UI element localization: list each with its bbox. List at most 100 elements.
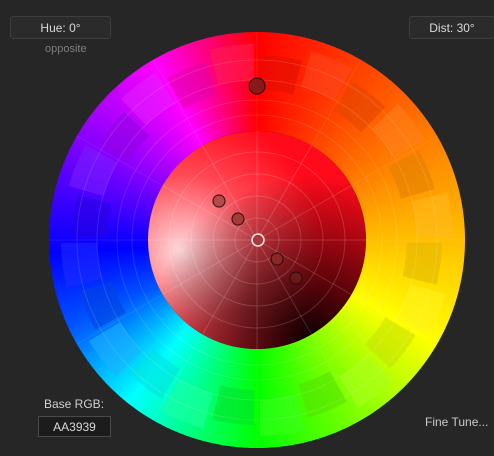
ring-guide-circle [76,59,438,421]
hue-step-block [334,81,386,133]
hue-step-block [396,284,446,336]
hue-ring[interactable] [48,32,465,448]
hue-ring-segment[interactable] [362,186,459,214]
hue-ring-segment[interactable] [311,333,365,421]
hue-step-block [98,111,150,163]
hue-step-block [402,242,442,285]
ring-guide-ray [311,334,362,421]
hue-ring-segment[interactable] [107,92,181,165]
hue-ring-segment[interactable] [203,38,231,135]
hue-ring-segment[interactable] [75,135,163,188]
disc-guide-ray [162,239,258,295]
hue-ring-segment[interactable] [309,334,361,423]
hue-ring-segment[interactable] [56,181,153,212]
hue-ring-segment[interactable] [332,90,405,164]
hue-ring-segment[interactable] [199,38,230,136]
ring-guide-ray [351,135,438,186]
disc-guide-ray [256,185,352,241]
hue-ring-segment[interactable] [76,132,164,186]
hue-step-block [72,195,112,238]
hue-ring-segment[interactable] [153,57,205,146]
scheme-type-label: opposite [45,43,87,55]
ring-guide-ray [311,59,362,146]
ring-guide-ray [76,135,163,186]
hue-ring-segment[interactable] [55,267,153,298]
hue-ring-segment[interactable] [198,344,229,441]
disc-guide-ray [256,239,312,335]
hue-ring-segment[interactable] [109,316,182,390]
hue-step-block [372,103,426,158]
ring-guide-ray [76,294,163,345]
hue-step-block [167,62,216,109]
scheme-color-marker[interactable] [231,212,245,226]
hue-ring-segment[interactable] [333,315,407,388]
hue-step-block [128,347,180,399]
hue-ring-segment[interactable] [332,317,405,391]
hue-step-block [161,379,213,429]
hue-step-block [301,51,353,101]
hue-step-block [412,192,453,238]
base-rgb-label: Base RGB: [44,397,105,411]
hue-step-block [120,71,175,125]
hue-ring-segment[interactable] [285,39,316,136]
hue-ring-segment[interactable] [152,334,205,422]
hue-ring-segment[interactable] [361,182,459,213]
disc-guide-ray [256,145,312,241]
hue-ring-segment[interactable] [76,294,164,348]
hue-ring-segment[interactable] [106,315,180,388]
hue-ring-segment[interactable] [361,268,458,299]
hue-step-block [298,371,347,418]
hue-ring-segment[interactable] [334,92,408,165]
hue-ring-segment[interactable] [284,344,315,442]
disc-guide-ray [256,239,352,295]
disc-guide-ray [202,239,258,335]
hue-ring-segment[interactable] [202,345,231,442]
hue-step-block [259,395,305,436]
distance-readout[interactable]: Dist: 30° [409,16,494,39]
scheme-color-marker[interactable] [270,252,284,266]
hue-ring-segment[interactable] [48,239,149,244]
hue-ring-segment[interactable] [362,266,459,295]
base-rgb-input[interactable]: AA3939 [38,416,111,437]
hue-step-block [259,55,302,95]
hue-ring-segment[interactable] [149,59,203,147]
hue-ring-segment[interactable] [283,345,311,442]
hue-ring-segment[interactable] [350,294,438,348]
base-color-marker[interactable] [251,233,265,247]
hue-step-block [212,385,255,425]
fine-tune-button[interactable]: Fine Tune... [425,415,489,429]
hue-ring-segment[interactable] [149,333,203,421]
ring-guide-circle [116,99,398,381]
hue-ring-segment[interactable] [109,89,182,163]
disc-guide-ray [162,185,258,241]
hue-ring-segment[interactable] [283,38,312,135]
scheme-color-marker[interactable] [212,194,226,208]
hue-ring-segment[interactable] [309,58,362,146]
hue-step-block [209,44,255,85]
disc-guide-ray [202,145,258,241]
scheme-color-marker[interactable] [289,271,303,285]
hue-ring-segment[interactable] [351,292,439,345]
hue-step-block [61,242,102,288]
hue-marker[interactable] [248,77,266,95]
hue-ring-segment[interactable] [55,266,152,294]
hue-ring-segment[interactable] [74,292,163,344]
disc-guide-circle [234,217,280,263]
hue-ring-segment[interactable] [256,348,261,448]
hue-step-block [364,317,416,369]
hue-ring-segment[interactable] [55,185,152,214]
hue-ring-segment[interactable] [365,236,465,241]
ring-guide-ray [152,334,203,421]
hue-readout[interactable]: Hue: 0° [10,16,111,39]
hue-step-block [79,281,126,330]
hue-ring-segment[interactable] [311,59,365,147]
hue-step-block [68,144,118,196]
hue-ring-segment[interactable] [350,132,438,186]
disc-guide-circle [168,151,346,329]
hue-ring-segment[interactable] [351,136,440,188]
hue-step-block [88,322,142,377]
color-markers[interactable] [212,77,303,285]
ring-guide-ray [351,294,438,345]
